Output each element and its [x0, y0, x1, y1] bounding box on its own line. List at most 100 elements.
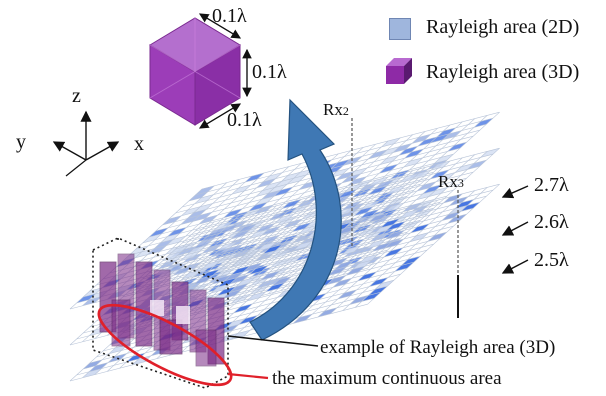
rayleigh-cell	[318, 307, 337, 317]
rayleigh-cell	[374, 179, 394, 189]
rayleigh-cell	[428, 187, 448, 197]
grid-line	[188, 123, 487, 202]
grid-line	[162, 147, 461, 226]
rayleigh-cell	[274, 178, 294, 188]
rayleigh-cell	[193, 203, 213, 213]
rayleigh-cell	[394, 262, 414, 272]
rayleigh-cell	[366, 239, 386, 249]
rayleigh-cell	[379, 164, 398, 174]
rayleigh-cell	[193, 212, 212, 222]
rayleigh-cell	[399, 209, 419, 219]
grid-line	[122, 183, 421, 262]
rayleigh-cell	[447, 214, 467, 224]
rayleigh-cell	[211, 283, 231, 293]
rayleigh-cell	[327, 266, 347, 276]
rayleigh-cell	[147, 245, 167, 255]
rayleigh-cell	[375, 280, 394, 290]
grid-line	[129, 213, 428, 292]
grid-line	[155, 189, 454, 268]
rayleigh-cell	[238, 315, 258, 325]
rayleigh-cell	[82, 368, 102, 378]
rayleigh-cell	[354, 206, 374, 216]
rayleigh-cell	[361, 292, 381, 302]
rayleigh-cell	[431, 161, 450, 171]
rayleigh-cell	[282, 199, 302, 209]
rayleigh-cell	[187, 209, 207, 219]
rayleigh-cell	[332, 278, 352, 288]
rayleigh-cell	[173, 266, 193, 276]
grid-line	[149, 195, 447, 274]
rayleigh-cell	[427, 232, 447, 242]
rayleigh-cell	[281, 172, 301, 182]
legend-swatch-2d	[389, 18, 411, 40]
rayleigh-cell	[467, 160, 487, 170]
grid-line	[89, 285, 388, 364]
rayleigh-cell	[334, 260, 354, 270]
rayleigh-cell	[343, 156, 363, 166]
rayleigh-cell	[447, 142, 467, 152]
rayleigh-cell	[200, 233, 220, 243]
rayleigh-cell	[330, 168, 350, 178]
rayleigh-cell	[154, 239, 174, 249]
rayleigh-cell	[287, 175, 307, 185]
volume-gap	[150, 300, 164, 316]
rayleigh-cell	[399, 173, 419, 183]
coordinate-axes	[52, 110, 120, 177]
rayleigh-cell	[260, 271, 280, 281]
rayleigh-cell	[207, 227, 226, 237]
rayleigh-cell	[337, 289, 357, 299]
rayleigh-cell	[274, 187, 293, 197]
rayleigh-cell	[167, 227, 187, 237]
rayleigh-cell	[132, 355, 151, 365]
axis-z-label: z	[72, 85, 81, 107]
rayleigh-cell	[167, 263, 187, 273]
rx3-label: Rx3	[438, 172, 464, 191]
rayleigh-cell	[369, 213, 388, 223]
rayleigh-cell	[381, 137, 401, 147]
rayleigh-cell	[384, 239, 404, 249]
cube-depth-label: 0.1λ	[227, 109, 262, 131]
cube-height-label: 0.1λ	[252, 61, 287, 83]
plane-label-bottom: 2.5λ	[534, 249, 569, 271]
rayleigh-cell	[372, 242, 392, 252]
rayleigh-cell	[237, 223, 257, 233]
rayleigh-cell	[248, 202, 268, 212]
rayleigh-cell	[188, 191, 208, 201]
rayleigh-cell	[480, 148, 500, 158]
rayleigh-cell	[341, 245, 361, 255]
rayleigh-cell	[369, 277, 389, 287]
rayleigh-cell	[337, 225, 357, 235]
rayleigh-cell	[298, 225, 317, 235]
rayleigh-cell	[293, 241, 313, 251]
legend-label-2d: Rayleigh area (2D)	[426, 16, 580, 38]
rayleigh-cell	[409, 232, 429, 242]
rayleigh-cell	[265, 282, 285, 292]
rayleigh-cell	[229, 283, 249, 293]
rayleigh-cell	[412, 170, 431, 180]
rayleigh-cell	[274, 214, 294, 224]
rayleigh-cell	[193, 239, 213, 249]
max-area-ellipse	[97, 303, 233, 387]
rayleigh-cell	[226, 318, 246, 328]
rayleigh-cell	[211, 247, 231, 257]
rayleigh-cell	[108, 344, 128, 354]
rayleigh-cell	[430, 169, 450, 179]
rayleigh-cell	[182, 269, 202, 279]
rayleigh-cell	[442, 130, 462, 140]
grid-line	[182, 129, 480, 208]
rayleigh-cell	[230, 274, 250, 284]
axis-x-label: x	[134, 133, 144, 155]
legend-label-3d: Rayleigh area (3D)	[426, 61, 580, 83]
rayleigh-cell	[193, 275, 213, 285]
axis-y-label: y	[16, 131, 26, 153]
volume-voxel	[195, 329, 217, 367]
rayleigh-cell	[222, 289, 242, 299]
rayleigh-cell	[201, 260, 221, 270]
rayleigh-cell	[231, 265, 250, 275]
grid-line	[162, 183, 461, 262]
rayleigh-cell	[403, 157, 423, 167]
rayleigh-cell	[384, 203, 404, 213]
rayleigh-cell	[401, 256, 421, 266]
rayleigh-cell	[293, 314, 313, 324]
